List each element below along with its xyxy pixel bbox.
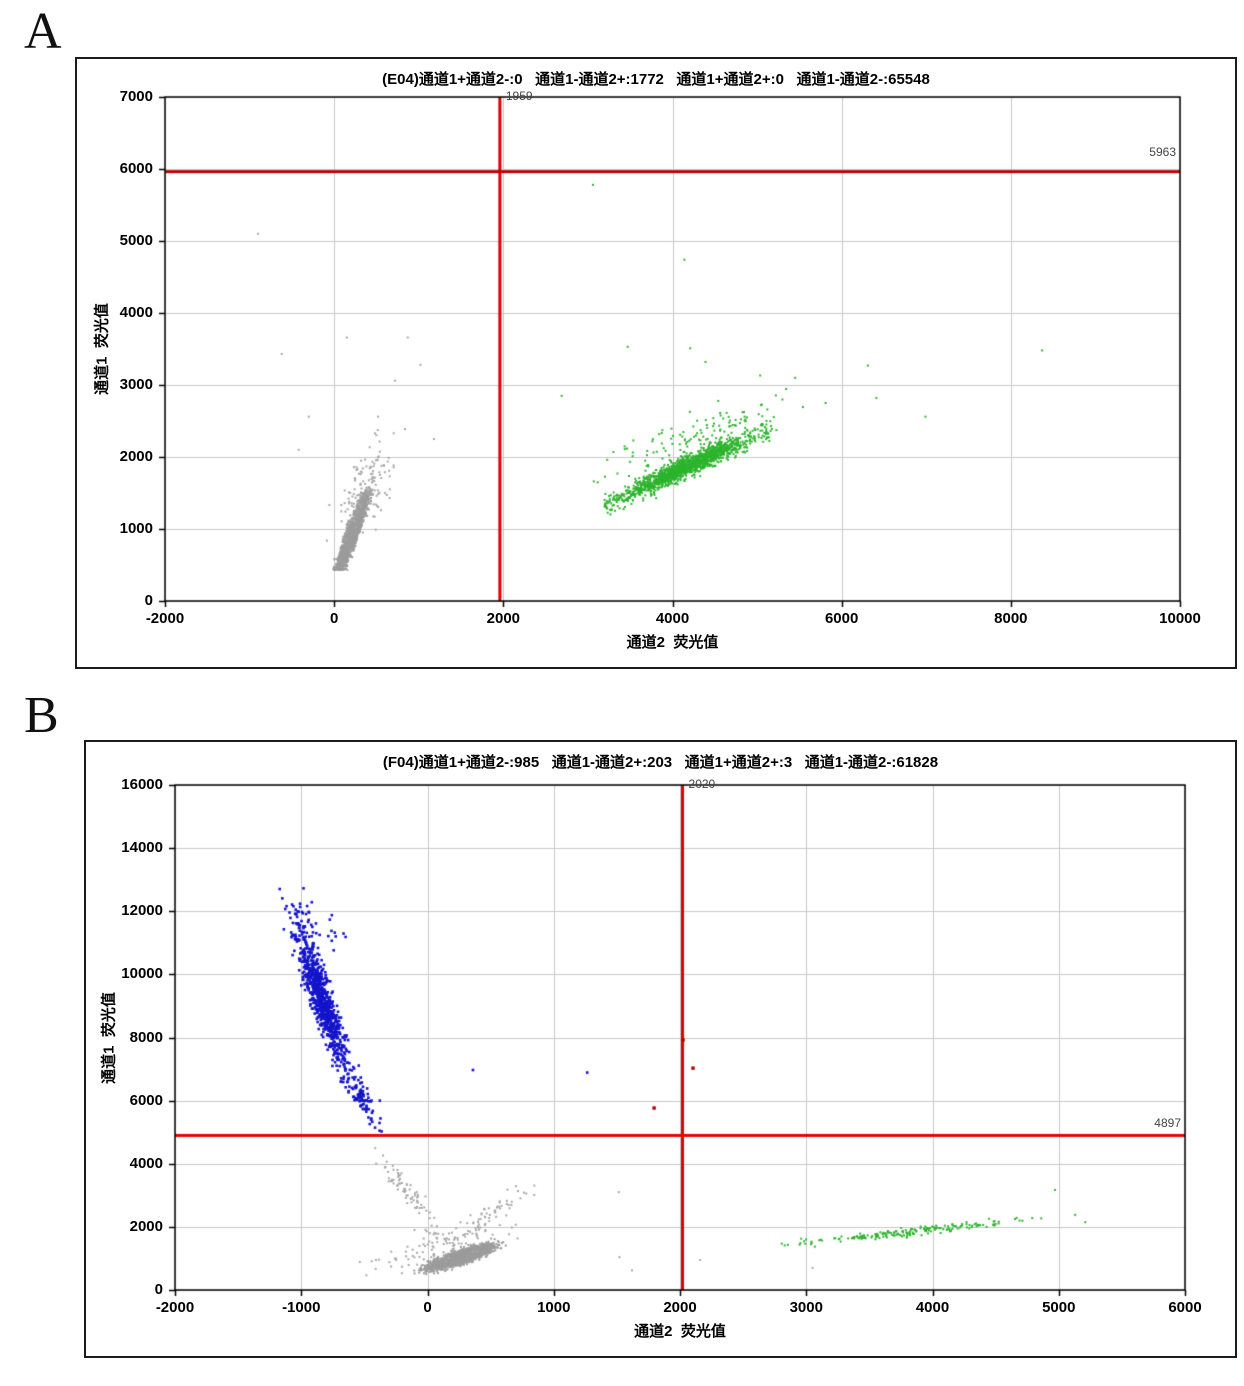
y-tick-label: 5000 xyxy=(119,232,153,249)
y-tick-label: 6000 xyxy=(129,1091,163,1109)
y-tick-label: 14000 xyxy=(121,839,163,857)
panel-b-y-threshold-label: 4897 xyxy=(1154,1116,1181,1131)
y-tick-label: 4000 xyxy=(129,1154,163,1172)
panel-b-x-threshold-label: 2020 xyxy=(688,777,716,791)
y-tick-label: 16000 xyxy=(121,776,163,793)
x-tick-label: 2000 xyxy=(663,1299,697,1316)
y-tick-label: 10000 xyxy=(121,965,163,983)
panel-b-plot-canvas[interactable] xyxy=(86,742,1231,1352)
y-tick-label: 7000 xyxy=(119,88,153,105)
y-tick-label: 6000 xyxy=(119,160,153,177)
panel-a-title: (E04)通道1+通道2-:0 通道1-通道2+:1772 通道1+通道2+:0… xyxy=(382,71,930,88)
y-tick-label: 12000 xyxy=(121,902,163,920)
panel-a-y-axis-title: 通道1 荧光值 xyxy=(93,303,111,395)
x-tick-label: -2000 xyxy=(145,610,185,627)
y-tick-label: 3000 xyxy=(119,376,153,393)
y-tick-label: 0 xyxy=(144,592,153,609)
y-tick-label: 2000 xyxy=(119,448,153,465)
x-tick-label: 6000 xyxy=(824,610,859,627)
panel-a-x-threshold-label: 1959 xyxy=(505,89,533,103)
scatter-panel-a: (E04)通道1+通道2-:0 通道1-通道2+:1772 通道1+通道2+:0… xyxy=(75,57,1237,669)
x-tick-label: -2000 xyxy=(155,1299,195,1316)
x-tick-label: 1000 xyxy=(537,1299,571,1316)
x-tick-label: 2000 xyxy=(486,610,521,627)
panel-b-letter: B xyxy=(24,687,59,744)
panel-a-y-threshold-label: 5963 xyxy=(1149,144,1176,159)
y-tick-label: 0 xyxy=(154,1281,163,1298)
scatter-panel-b: (F04)通道1+通道2-:985 通道1-通道2+:203 通道1+通道2+:… xyxy=(84,740,1237,1358)
x-tick-label: 4000 xyxy=(915,1299,950,1316)
y-tick-label: 2000 xyxy=(129,1217,163,1235)
x-tick-label: 5000 xyxy=(1042,1299,1076,1316)
panel-a-x-axis-title: 通道2 荧光值 xyxy=(626,634,719,651)
y-tick-label: 8000 xyxy=(129,1028,163,1046)
x-tick-label: 3000 xyxy=(789,1299,823,1316)
panel-a-plot-canvas[interactable] xyxy=(77,59,1231,663)
x-tick-label: 4000 xyxy=(655,610,690,627)
panel-b-title: (F04)通道1+通道2-:985 通道1-通道2+:203 通道1+通道2+:… xyxy=(382,754,939,771)
panel-b-y-axis-title: 通道1 荧光值 xyxy=(100,991,118,1084)
x-tick-label: 8000 xyxy=(994,610,1028,627)
y-tick-label: 1000 xyxy=(119,520,153,537)
x-tick-label: 0 xyxy=(329,610,339,627)
y-tick-label: 4000 xyxy=(119,304,153,321)
x-tick-label: 10000 xyxy=(1159,610,1201,627)
x-tick-label: -1000 xyxy=(282,1299,321,1316)
x-tick-label: 6000 xyxy=(1168,1299,1202,1316)
x-tick-label: 0 xyxy=(423,1299,432,1316)
panel-a-letter: A xyxy=(24,3,62,60)
panel-b-x-axis-title: 通道2 荧光值 xyxy=(634,1323,726,1340)
